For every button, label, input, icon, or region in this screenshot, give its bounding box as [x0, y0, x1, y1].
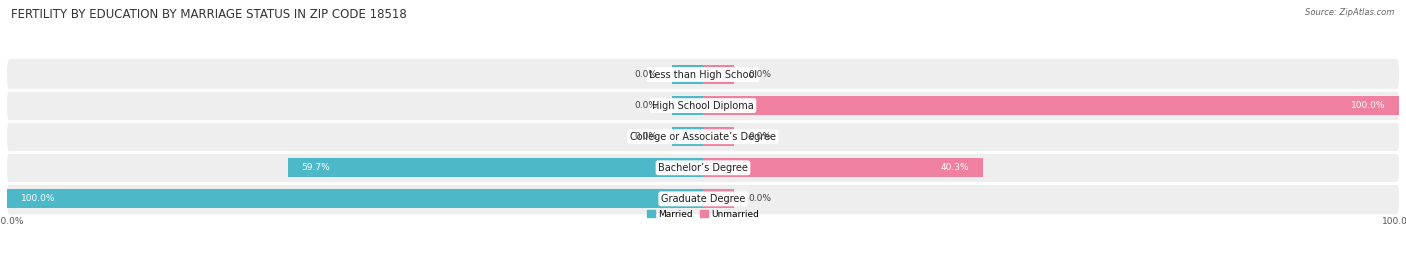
Text: Source: ZipAtlas.com: Source: ZipAtlas.com — [1305, 8, 1395, 17]
Text: 0.0%: 0.0% — [748, 70, 772, 79]
FancyBboxPatch shape — [7, 121, 1399, 152]
Text: College or Associate’s Degree: College or Associate’s Degree — [630, 132, 776, 142]
Text: High School Diploma: High School Diploma — [652, 100, 754, 111]
Text: Bachelor’s Degree: Bachelor’s Degree — [658, 163, 748, 173]
Text: Less than High School: Less than High School — [650, 69, 756, 80]
FancyBboxPatch shape — [7, 59, 1399, 90]
Text: 0.0%: 0.0% — [634, 70, 658, 79]
Bar — [672, 96, 703, 115]
FancyBboxPatch shape — [7, 152, 1399, 183]
Bar — [703, 65, 734, 84]
Text: Graduate Degree: Graduate Degree — [661, 194, 745, 204]
FancyBboxPatch shape — [7, 90, 1399, 121]
Legend: Married, Unmarried: Married, Unmarried — [644, 206, 762, 222]
Text: 100.0%: 100.0% — [1351, 101, 1385, 110]
Bar — [703, 158, 983, 177]
Bar — [672, 127, 703, 146]
Text: 59.7%: 59.7% — [301, 163, 330, 172]
Text: FERTILITY BY EDUCATION BY MARRIAGE STATUS IN ZIP CODE 18518: FERTILITY BY EDUCATION BY MARRIAGE STATU… — [11, 8, 406, 21]
FancyBboxPatch shape — [7, 183, 1399, 214]
Bar — [703, 96, 1399, 115]
Text: 40.3%: 40.3% — [941, 163, 970, 172]
Bar — [287, 158, 703, 177]
Bar — [703, 189, 734, 209]
Bar — [7, 189, 703, 209]
Text: 0.0%: 0.0% — [748, 132, 772, 141]
Text: 0.0%: 0.0% — [634, 132, 658, 141]
Text: 0.0%: 0.0% — [634, 101, 658, 110]
Bar — [672, 65, 703, 84]
Text: 0.0%: 0.0% — [748, 194, 772, 203]
Text: 100.0%: 100.0% — [21, 194, 55, 203]
Bar — [703, 127, 734, 146]
